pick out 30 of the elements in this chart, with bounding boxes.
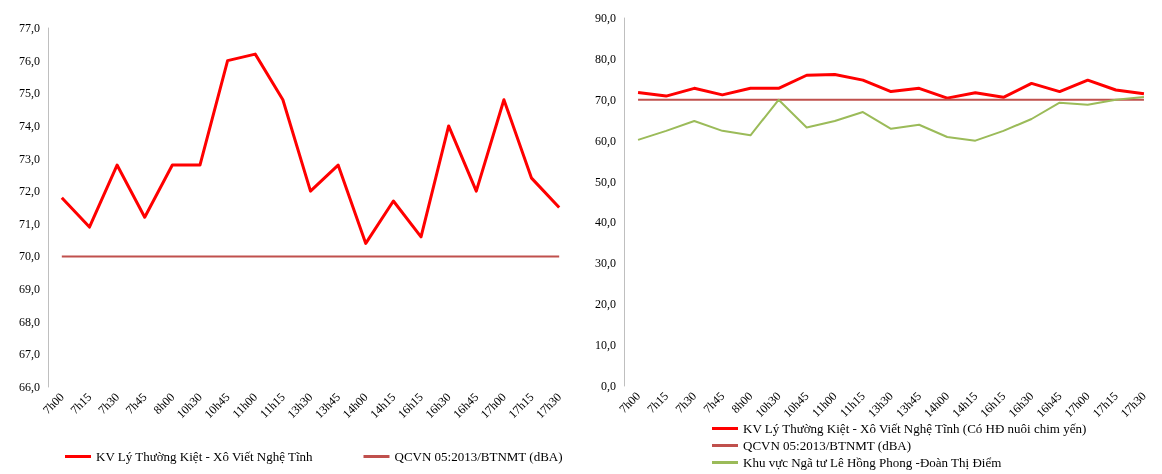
y-tick-label: 10,0 (595, 338, 616, 353)
y-tick-label: 76,0 (19, 53, 40, 68)
legend-label: KV Lý Thường Kiệt - Xô Viết Nghệ Tĩnh (Có HĐ nuôi chim yến) (743, 421, 1087, 436)
y-tick-label: 77,0 (19, 21, 40, 35)
legend-label: KV Lý Thường Kiệt - Xô Viết Nghệ Tĩnh (96, 449, 314, 464)
line-series (636, 72, 1146, 100)
y-tick-label: 90,0 (595, 11, 616, 25)
legend-label: QCVN 05:2013/BTNMT (dBA) (394, 449, 563, 464)
y-tick-label: 69,0 (19, 282, 40, 297)
y-tick-label: 66,0 (19, 380, 40, 394)
legend-label: QCVN 05:2013/BTNMT (dBA) (743, 438, 912, 453)
y-tick-label: 72,0 (19, 184, 40, 199)
y-tick-label: 0,0 (601, 379, 616, 393)
legend-label: Khu vực Ngã tư Lê Hồng Phong -Đoàn Thị Điểm (743, 455, 1002, 470)
line-series (60, 52, 561, 245)
y-tick-label: 70,0 (595, 92, 616, 107)
y-tick-label: 74,0 (19, 118, 40, 133)
y-tick-label: 75,0 (19, 86, 40, 101)
y-tick-label: 40,0 (595, 215, 616, 230)
y-tick-label: 60,0 (595, 133, 616, 148)
y-tick-label: 70,0 (19, 249, 40, 264)
y-tick-label: 50,0 (595, 174, 616, 189)
y-tick-label: 73,0 (19, 151, 40, 166)
y-tick-label: 71,0 (19, 216, 40, 231)
y-tick-label: 68,0 (19, 314, 40, 329)
y-tick-label: 20,0 (595, 297, 616, 312)
y-tick-label: 30,0 (595, 256, 616, 271)
line-series (637, 95, 1145, 142)
y-tick-label: 67,0 (19, 347, 40, 362)
y-tick-label: 80,0 (595, 51, 616, 66)
